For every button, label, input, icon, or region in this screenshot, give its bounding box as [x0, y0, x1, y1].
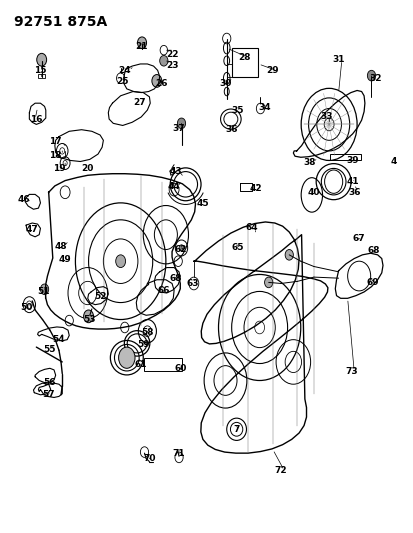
Text: 35: 35 — [231, 106, 244, 115]
Circle shape — [285, 249, 293, 260]
Text: 72: 72 — [274, 466, 287, 475]
Text: 70: 70 — [143, 454, 155, 463]
Circle shape — [177, 118, 185, 128]
Text: 45: 45 — [196, 199, 209, 208]
Text: 36: 36 — [348, 188, 361, 197]
Text: 59: 59 — [137, 341, 149, 350]
Text: 24: 24 — [118, 66, 131, 75]
Text: 7: 7 — [233, 425, 239, 434]
Text: 32: 32 — [368, 74, 381, 83]
Text: 61: 61 — [135, 360, 147, 368]
Text: 60: 60 — [173, 364, 186, 373]
Text: 31: 31 — [332, 55, 344, 64]
Circle shape — [152, 75, 161, 87]
Text: 58: 58 — [141, 328, 153, 337]
Circle shape — [264, 277, 272, 288]
Text: 41: 41 — [346, 177, 358, 186]
Text: 49: 49 — [59, 255, 71, 264]
Bar — [144, 358, 181, 372]
Text: 44: 44 — [167, 182, 180, 191]
Text: 57: 57 — [42, 390, 55, 399]
Circle shape — [115, 255, 125, 268]
Text: 34: 34 — [258, 103, 270, 112]
Text: 66: 66 — [157, 286, 170, 295]
Text: 51: 51 — [37, 287, 50, 296]
Circle shape — [366, 70, 375, 81]
Text: 25: 25 — [116, 77, 128, 86]
Circle shape — [83, 310, 93, 322]
Text: 65: 65 — [231, 244, 244, 253]
Text: 18: 18 — [48, 151, 61, 160]
Text: 68: 68 — [366, 246, 379, 255]
Text: 63: 63 — [186, 279, 198, 288]
Text: 42: 42 — [249, 183, 262, 192]
Bar — [330, 154, 360, 160]
Text: 47: 47 — [26, 225, 38, 234]
Text: 37: 37 — [171, 124, 184, 133]
Text: 36: 36 — [225, 125, 237, 134]
Circle shape — [118, 347, 135, 368]
Text: 23: 23 — [165, 61, 178, 69]
Text: 62: 62 — [173, 245, 186, 254]
Text: 71: 71 — [172, 449, 185, 458]
Text: 27: 27 — [133, 98, 145, 107]
Text: 21: 21 — [135, 42, 147, 51]
Text: 46: 46 — [18, 195, 30, 204]
Text: 52: 52 — [94, 292, 106, 301]
Circle shape — [178, 245, 183, 251]
Text: 29: 29 — [266, 66, 278, 75]
Text: 19: 19 — [52, 164, 65, 173]
Text: 73: 73 — [344, 367, 357, 376]
Text: 15: 15 — [34, 66, 47, 75]
Text: 55: 55 — [43, 345, 56, 354]
Bar — [231, 47, 258, 77]
Bar — [38, 74, 45, 78]
Text: 67: 67 — [352, 234, 365, 243]
Text: 48: 48 — [55, 242, 67, 251]
Text: 53: 53 — [83, 315, 96, 324]
Text: 69: 69 — [366, 278, 378, 287]
Text: 17: 17 — [48, 138, 61, 147]
Text: 39: 39 — [346, 156, 358, 165]
Text: 68: 68 — [169, 273, 182, 282]
Circle shape — [37, 53, 47, 66]
Circle shape — [137, 37, 146, 49]
Circle shape — [40, 284, 49, 295]
Text: 50: 50 — [20, 303, 32, 312]
Text: 38: 38 — [303, 158, 315, 166]
Text: 33: 33 — [319, 112, 332, 121]
Text: 20: 20 — [81, 164, 94, 173]
Text: 56: 56 — [43, 377, 56, 386]
Text: 43: 43 — [169, 166, 182, 175]
Text: 28: 28 — [237, 53, 249, 62]
Text: 54: 54 — [52, 335, 64, 344]
Text: 4: 4 — [390, 157, 396, 166]
Text: 64: 64 — [245, 223, 258, 232]
Text: 26: 26 — [155, 79, 168, 88]
Text: 16: 16 — [30, 115, 43, 124]
Circle shape — [159, 55, 168, 66]
Text: 40: 40 — [307, 188, 319, 197]
Text: 30: 30 — [219, 79, 231, 88]
Text: 22: 22 — [165, 50, 178, 59]
Text: 92751 875A: 92751 875A — [14, 14, 107, 29]
